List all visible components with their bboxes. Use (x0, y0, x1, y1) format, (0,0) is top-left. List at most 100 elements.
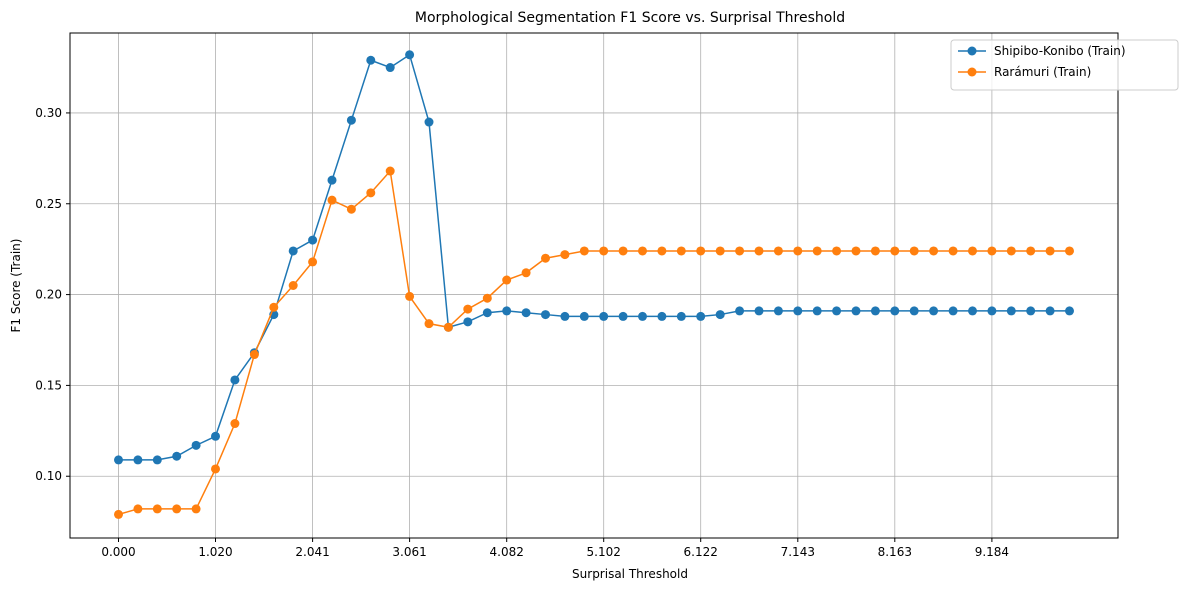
data-point (1026, 246, 1036, 256)
legend-box (950, 39, 1179, 91)
y-axis-label: F1 Score (Train) (9, 239, 23, 333)
data-point (948, 306, 958, 316)
data-point (114, 455, 124, 465)
data-point (327, 195, 337, 205)
data-point (152, 455, 162, 465)
data-point (987, 306, 997, 316)
data-point (773, 306, 783, 316)
data-point (385, 166, 395, 176)
data-point (443, 322, 453, 332)
data-point (308, 235, 318, 245)
data-point (1064, 306, 1074, 316)
data-point (346, 115, 356, 125)
data-point (230, 419, 240, 429)
data-point (249, 350, 259, 360)
data-point (133, 455, 143, 465)
x-tick-label: 0.000 (101, 545, 135, 559)
data-point (618, 246, 628, 256)
data-point (618, 311, 628, 321)
data-point (832, 306, 842, 316)
data-point (599, 311, 609, 321)
data-point (909, 246, 919, 256)
x-tick-label: 5.102 (587, 545, 621, 559)
data-point (308, 257, 318, 267)
data-point (114, 509, 124, 519)
y-tick-label: 0.30 (35, 106, 62, 120)
x-tick-label: 7.143 (781, 545, 815, 559)
data-point (676, 246, 686, 256)
data-point (152, 504, 162, 514)
data-point (463, 304, 473, 314)
data-point (929, 306, 939, 316)
data-point (1006, 246, 1016, 256)
data-point (929, 246, 939, 256)
data-point (172, 451, 182, 461)
series-layer (114, 50, 1074, 519)
data-point (560, 250, 570, 260)
data-point (967, 246, 977, 256)
data-point (385, 63, 395, 73)
data-point (560, 311, 570, 321)
data-point (133, 504, 143, 514)
data-point (191, 440, 201, 450)
data-point (288, 246, 298, 256)
grid (70, 33, 1118, 538)
data-point (812, 246, 822, 256)
data-point (502, 275, 512, 285)
data-point (657, 246, 667, 256)
data-point (715, 310, 725, 320)
x-axis: 0.000 1.020 2.041 3.061 4.082 5.102 6.122 7.143… (101, 538, 1009, 559)
data-point (1064, 246, 1074, 256)
x-tick-label: 9.184 (975, 545, 1009, 559)
data-point (773, 246, 783, 256)
data-point (870, 246, 880, 256)
data-point (657, 311, 667, 321)
chart-title: Morphological Segmentation F1 Score vs. … (415, 10, 845, 26)
data-point (793, 246, 803, 256)
data-point (638, 246, 648, 256)
data-point (346, 204, 356, 214)
data-point (715, 246, 725, 256)
data-point (269, 302, 279, 312)
x-axis-label: Surprisal Threshold (572, 567, 688, 581)
data-point (211, 431, 221, 441)
data-point (1026, 306, 1036, 316)
data-point (482, 293, 492, 303)
data-point (599, 246, 609, 256)
data-point (890, 246, 900, 256)
data-point (230, 375, 240, 385)
x-tick-label: 2.041 (295, 545, 329, 559)
series-1 (114, 166, 1074, 519)
data-point (463, 317, 473, 327)
data-point (191, 504, 201, 514)
data-point (696, 311, 706, 321)
legend-label-raramuri: Rarámuri (Train) (994, 65, 1091, 79)
data-point (366, 188, 376, 198)
data-point (812, 306, 822, 316)
y-tick-label: 0.10 (35, 469, 62, 483)
x-tick-label: 8.163 (878, 545, 912, 559)
data-point (405, 291, 415, 301)
data-point (987, 246, 997, 256)
data-point (735, 246, 745, 256)
data-point (482, 308, 492, 318)
y-axis: 0.10 0.15 0.20 0.25 0.30 (35, 106, 70, 483)
data-point (793, 306, 803, 316)
y-tick-label: 0.20 (35, 288, 62, 302)
data-point (948, 246, 958, 256)
data-point (211, 464, 221, 474)
data-point (754, 246, 764, 256)
data-point (172, 504, 182, 514)
data-point (967, 306, 977, 316)
data-point (1006, 306, 1016, 316)
data-point (1045, 306, 1055, 316)
data-point (870, 306, 880, 316)
data-point (676, 311, 686, 321)
legend-label-shipibo-konibo: Shipibo-Konibo (Train) (994, 44, 1126, 58)
legend-marker-raramuri (967, 67, 977, 77)
data-point (405, 50, 415, 60)
data-point (366, 55, 376, 65)
x-tick-label: 6.122 (684, 545, 718, 559)
data-point (851, 306, 861, 316)
